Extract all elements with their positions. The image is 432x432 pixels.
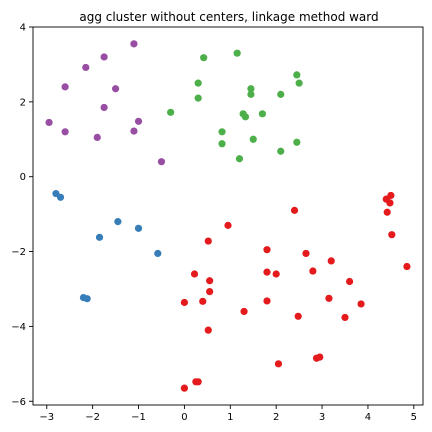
data-point <box>325 294 333 302</box>
data-point <box>204 237 212 245</box>
data-point <box>249 135 257 143</box>
data-point <box>130 127 138 135</box>
data-point <box>241 113 250 121</box>
y-tick-label: 2 <box>20 97 26 108</box>
data-point <box>134 224 143 232</box>
data-point <box>206 288 214 296</box>
data-point <box>233 49 241 57</box>
data-point <box>111 85 120 93</box>
x-tick-label: 2 <box>273 412 279 423</box>
data-point <box>295 79 303 87</box>
x-tick-label: −2 <box>85 412 100 423</box>
chart-title: agg cluster without centers, linkage met… <box>79 10 378 24</box>
x-tick-label: −3 <box>39 412 54 423</box>
data-point <box>357 300 365 308</box>
data-point <box>154 249 162 258</box>
axes: −3 −2 −1 0 1 2 3 4 5 −6 −4 −2 0 2 4 <box>11 23 424 423</box>
x-tick-label: 1 <box>227 412 233 423</box>
data-point <box>290 206 299 214</box>
data-point <box>82 63 90 72</box>
y-tick-label: 4 <box>20 23 26 34</box>
data-point <box>293 138 301 146</box>
data-point <box>206 277 214 285</box>
data-point <box>218 140 226 148</box>
data-point <box>277 147 285 155</box>
data-point <box>403 262 411 271</box>
data-point <box>93 133 101 142</box>
data-point <box>309 267 317 275</box>
data-point <box>240 307 248 316</box>
x-tick-label: 0 <box>181 412 187 423</box>
x-tick-label: 3 <box>319 412 325 423</box>
data-point <box>294 312 302 320</box>
data-point <box>194 378 202 386</box>
data-point <box>134 117 143 125</box>
x-tick-label: 5 <box>411 412 417 423</box>
data-point <box>387 191 395 200</box>
data-point <box>194 94 202 102</box>
data-point <box>45 118 53 127</box>
data-point <box>100 103 108 112</box>
data-point <box>199 297 207 305</box>
data-point <box>272 270 280 278</box>
data-point <box>235 155 244 163</box>
data-point <box>247 85 255 93</box>
data-point <box>386 199 394 207</box>
data-point <box>83 295 91 303</box>
data-point <box>61 128 69 136</box>
data-point <box>302 249 310 258</box>
data-point <box>56 193 65 201</box>
data-point <box>95 233 104 241</box>
data-point <box>180 384 189 392</box>
data-point <box>130 40 138 48</box>
data-point <box>293 71 301 79</box>
data-point <box>263 297 271 305</box>
data-point <box>190 270 199 278</box>
data-point <box>388 231 396 239</box>
data-point <box>258 110 267 118</box>
y-tick-label: −4 <box>11 322 26 333</box>
data-point <box>114 218 122 226</box>
y-tick-label: −6 <box>11 397 26 408</box>
data-point <box>180 298 189 307</box>
data-point <box>204 326 212 334</box>
data-point <box>167 108 175 116</box>
data-point <box>274 360 283 368</box>
data-point <box>341 313 349 322</box>
plot-frame <box>32 26 424 406</box>
data-point <box>345 277 354 286</box>
data-point <box>277 90 285 98</box>
data-point <box>383 208 391 216</box>
data-point <box>194 79 202 87</box>
y-tick-label: −2 <box>11 247 26 258</box>
data-point <box>316 353 324 361</box>
data-point <box>157 158 166 166</box>
x-tick-label: 4 <box>365 412 371 423</box>
x-tick-label: −1 <box>131 412 146 423</box>
data-point <box>218 128 226 136</box>
data-point <box>247 90 255 98</box>
data-point <box>200 54 208 62</box>
data-point <box>327 257 335 265</box>
data-point <box>263 246 271 254</box>
plot-area <box>45 40 411 392</box>
data-point <box>100 53 108 61</box>
data-point <box>224 221 232 229</box>
data-point <box>263 268 271 276</box>
y-tick-label: 0 <box>20 172 26 183</box>
data-point <box>61 83 69 91</box>
